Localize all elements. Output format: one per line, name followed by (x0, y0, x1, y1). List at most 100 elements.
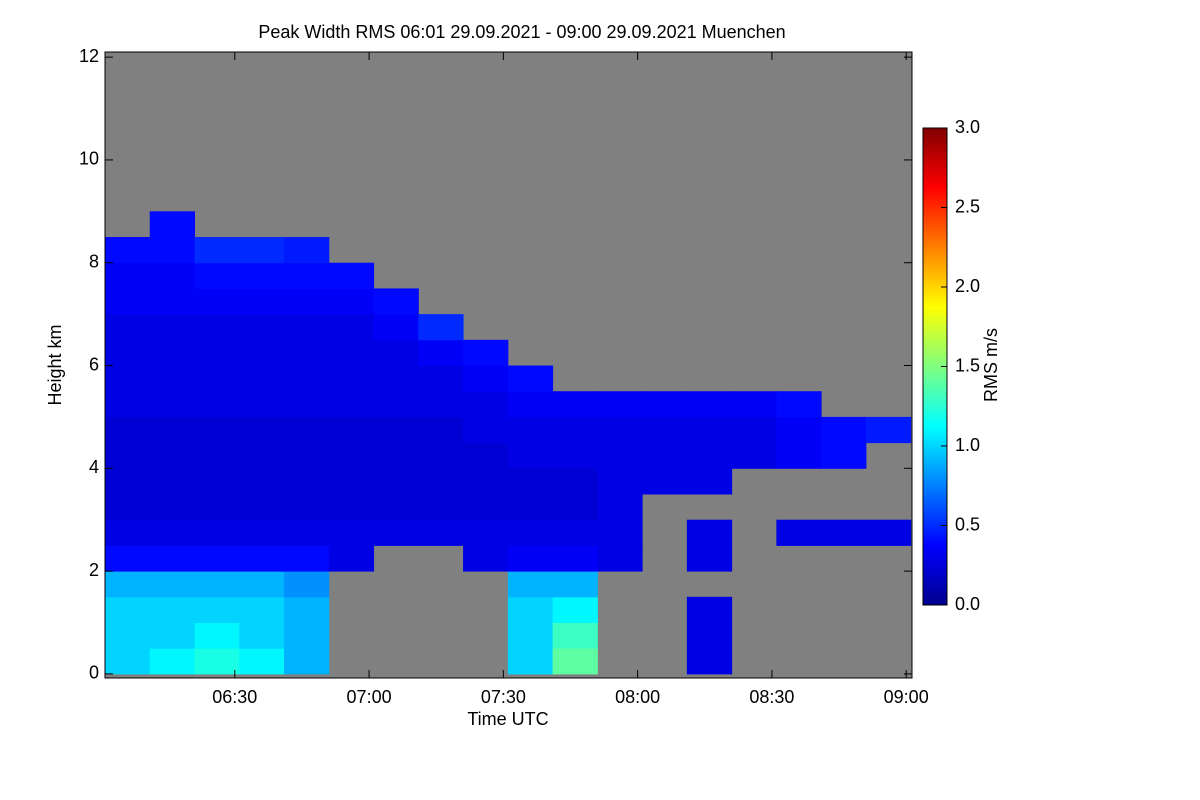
chart-title: Peak Width RMS 06:01 29.09.2021 - 09:00 … (258, 22, 785, 42)
heatmap-cell (194, 391, 240, 418)
heatmap-cell (239, 314, 285, 341)
heatmap-cell (418, 314, 464, 341)
heatmap-cell (149, 622, 196, 649)
heatmap-cell (284, 596, 330, 623)
heatmap-cell (284, 391, 330, 418)
heatmap (105, 211, 912, 675)
heatmap-cell (552, 648, 598, 675)
heatmap-cell (552, 416, 598, 444)
heatmap-cell (194, 288, 240, 315)
heatmap-cell (507, 494, 554, 521)
heatmap-cell (686, 545, 733, 572)
heatmap-cell (194, 339, 240, 367)
heatmap-cell (105, 442, 151, 469)
y-tick-label: 12 (79, 46, 99, 66)
heatmap-cell (552, 545, 598, 572)
heatmap-cell (239, 442, 285, 469)
heatmap-cell (686, 442, 733, 469)
heatmap-cell (284, 288, 330, 315)
heatmap-cell (239, 494, 285, 521)
heatmap-cell (284, 648, 330, 675)
heatmap-cell (865, 416, 912, 444)
heatmap-cell (105, 339, 151, 367)
heatmap-cell (463, 519, 509, 546)
heatmap-cell (194, 596, 240, 623)
heatmap-cell (686, 416, 733, 444)
heatmap-cell (105, 416, 151, 444)
heatmap-cell (373, 365, 419, 392)
heatmap-cell (194, 416, 240, 444)
heatmap-cell (149, 545, 196, 572)
heatmap-cell (686, 596, 733, 623)
heatmap-cell (194, 519, 240, 546)
heatmap-cell (149, 494, 196, 521)
heatmap-cell (373, 416, 419, 444)
heatmap-cell (105, 596, 151, 623)
heatmap-cell (552, 519, 598, 546)
heatmap-cell (194, 622, 240, 649)
heatmap-cell (373, 519, 419, 546)
heatmap-cell (642, 391, 688, 418)
heatmap-cell (507, 468, 554, 495)
heatmap-cell (776, 391, 822, 418)
heatmap-cell (865, 519, 912, 546)
heatmap-cell (418, 442, 464, 469)
x-tick-label: 07:30 (481, 687, 526, 707)
heatmap-cell (105, 648, 151, 675)
heatmap-cell (284, 571, 330, 598)
colorbar-tick-label: 0.5 (955, 514, 980, 534)
heatmap-cell (418, 416, 464, 444)
heatmap-cell (194, 365, 240, 392)
heatmap-cell (552, 596, 598, 623)
heatmap-cell (194, 314, 240, 341)
y-tick-label: 6 (89, 354, 99, 374)
heatmap-cell (463, 545, 509, 572)
y-tick-label: 0 (89, 663, 99, 683)
heatmap-cell (284, 468, 330, 495)
x-tick-label: 08:30 (749, 687, 794, 707)
heatmap-cell (686, 468, 733, 495)
heatmap-cell (239, 262, 285, 289)
plot-frame (104, 51, 913, 679)
heatmap-cell (552, 571, 598, 598)
heatmap-cell (328, 416, 375, 444)
y-tick-label: 2 (89, 560, 99, 580)
heatmap-cell (149, 648, 196, 675)
heatmap-cell (239, 596, 285, 623)
heatmap-cell (239, 468, 285, 495)
heatmap-cell (507, 622, 554, 649)
heatmap-cell (373, 339, 419, 367)
heatmap-cell (239, 519, 285, 546)
heatmap-cell (105, 545, 151, 572)
heatmap-cell (149, 365, 196, 392)
heatmap-cell (105, 468, 151, 495)
heatmap-cell (239, 288, 285, 315)
heatmap-cell (284, 365, 330, 392)
heatmap-cell (552, 494, 598, 521)
heatmap-cell (463, 365, 509, 392)
heatmap-cell (284, 262, 330, 289)
heatmap-cell (239, 648, 285, 675)
heatmap-cell (597, 391, 643, 418)
heatmap-cell (284, 519, 330, 546)
heatmap-cell (105, 571, 151, 598)
heatmap-cell (731, 416, 777, 444)
heatmap-cell (239, 416, 285, 444)
heatmap-cell (552, 442, 598, 469)
heatmap-cell (507, 571, 554, 598)
colorbar-tick-label: 2.0 (955, 276, 980, 296)
heatmap-cell (105, 365, 151, 392)
heatmap-cell (731, 442, 777, 469)
heatmap-cell (239, 545, 285, 572)
heatmap-cell (239, 237, 285, 264)
heatmap-cell (149, 519, 196, 546)
heatmap-cell (552, 468, 598, 495)
heatmap-cell (149, 288, 196, 315)
heatmap-cell (507, 519, 554, 546)
x-tick-label: 06:30 (212, 687, 257, 707)
heatmap-cell (597, 545, 643, 572)
heatmap-cell (328, 339, 375, 367)
x-tick-label: 09:00 (884, 687, 929, 707)
heatmap-cell (821, 519, 867, 546)
y-axis-label: Height km (45, 324, 65, 405)
